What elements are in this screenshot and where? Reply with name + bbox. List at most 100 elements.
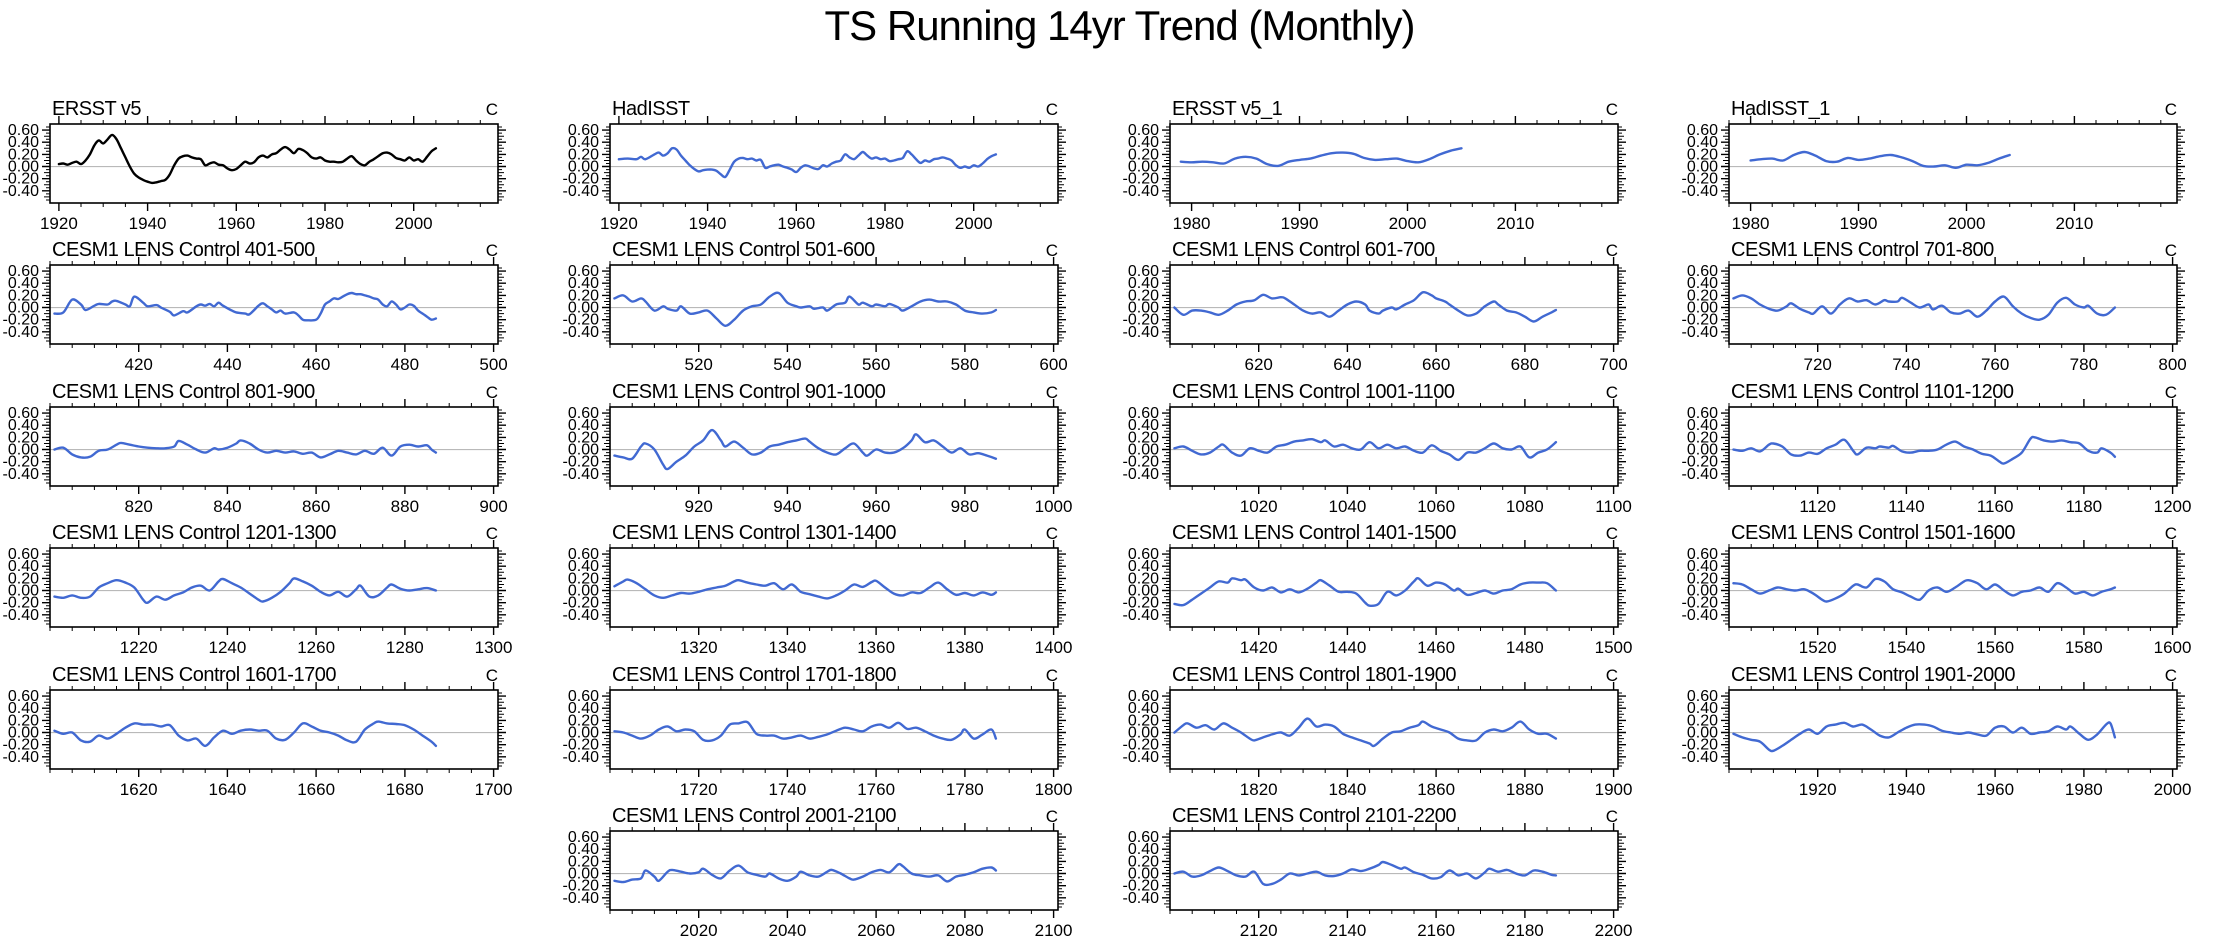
chart-canvas: CESM1 LENS Control 1901-2000 C 0.600.400.2… — [1682, 664, 2192, 799]
y-tick-label: -0.40 — [563, 324, 600, 341]
plot-frame — [49, 123, 499, 204]
x-tick-label: 2000 — [1948, 214, 1986, 233]
y-tick-label: 0.20 — [568, 146, 599, 163]
units-label: C — [1046, 100, 1058, 119]
x-tick-label: 1160 — [1977, 497, 2014, 516]
y-tick-label: -0.40 — [1123, 607, 1160, 624]
chart-canvas: CESM1 LENS Control 1801-1900 C 0.600.400.2… — [1123, 664, 1633, 799]
y-tick-label: 0.00 — [8, 583, 39, 600]
plot-frame — [609, 406, 1059, 487]
x-tick-label: 1660 — [297, 780, 335, 799]
x-tick-label: 1380 — [946, 638, 984, 657]
panel-title: CESM1 LENS Control 1701-1800 — [612, 664, 896, 686]
major-ticks — [1162, 399, 1626, 494]
units-label: C — [2165, 100, 2177, 119]
minor-ticks — [1164, 403, 1624, 490]
y-tick-label: 0.60 — [8, 688, 39, 705]
x-tick-label: 1780 — [946, 780, 984, 799]
minor-ticks — [604, 686, 1064, 773]
y-tick-label: -0.20 — [1123, 312, 1160, 329]
chart-canvas: CESM1 LENS Control 901-1000 C 0.600.400.20… — [563, 381, 1073, 516]
panel-cesm1-lens-control-1001-1100: CESM1 LENS Control 1001-1100 C 0.60 0.40 0.2… — [1120, 375, 1680, 516]
y-tick-label: 0.00 — [568, 442, 599, 459]
panel-title: CESM1 LENS Control 1001-1100 — [1172, 381, 1455, 403]
x-tick-label: 1000 — [1035, 497, 1073, 516]
major-ticks — [1721, 540, 2185, 635]
x-tick-label: 1120 — [1799, 497, 1836, 516]
x-tick-label: 2010 — [1497, 214, 1535, 233]
x-tick-label: 1840 — [1329, 780, 1367, 799]
panel-cesm1-lens-control-1501-1600: CESM1 LENS Control 1501-1600 C 0.60 0.40 0.2… — [1679, 516, 2239, 657]
plot-frame — [609, 689, 1059, 770]
y-tick-label: 0.40 — [1128, 275, 1159, 292]
trend-line — [613, 862, 998, 884]
panel-ersst-v5: ERSST v5 C 0.60 0.40 0.20 0.00 -0.20 -0.40 1920 1… — [0, 92, 560, 233]
y-tick-label: 0.60 — [1128, 405, 1159, 422]
y-tick-label: 0.20 — [1128, 146, 1159, 163]
y-tick-label: 0.20 — [1687, 570, 1718, 587]
trend-line — [1732, 577, 2117, 603]
y-tick-label: -0.20 — [563, 595, 600, 612]
y-tick-label: 0.20 — [1128, 429, 1159, 446]
y-tick-label: -0.20 — [1123, 737, 1160, 754]
y-tick-label: -0.20 — [1682, 737, 1719, 754]
panel-cesm1-lens-control-1101-1200: CESM1 LENS Control 1101-1200 C 0.60 0.40 0.2… — [1679, 375, 2239, 516]
x-tick-label: 840 — [213, 497, 241, 516]
plot-frame — [1169, 406, 1619, 487]
x-tick-label: 1620 — [120, 780, 158, 799]
minor-ticks — [1723, 120, 2183, 207]
y-tick-label: -0.20 — [3, 312, 40, 329]
y-tick-label: 0.20 — [1687, 712, 1718, 729]
x-tick-label: 1080 — [1506, 497, 1544, 516]
y-tick-label: 0.60 — [568, 405, 599, 422]
x-tick-label: 900 — [479, 497, 507, 516]
y-tick-label: 0.00 — [1687, 442, 1718, 459]
x-tick-label: 1340 — [769, 638, 807, 657]
y-tick-label: -0.20 — [563, 312, 600, 329]
major-ticks — [1162, 540, 1626, 635]
y-tick-label: 0.40 — [1687, 275, 1718, 292]
major-ticks — [1721, 682, 2185, 777]
x-tick-label: 440 — [213, 355, 241, 374]
x-tick-label: 2180 — [1506, 921, 1544, 940]
trend-line — [613, 291, 998, 327]
page-title: TS Running 14yr Trend (Monthly) — [824, 2, 1416, 49]
panel-cesm1-lens-control-1701-1800: CESM1 LENS Control 1701-1800 C 0.60 0.40 0.2… — [560, 658, 1120, 799]
x-tick-label: 1640 — [209, 780, 247, 799]
major-ticks — [1721, 116, 2185, 211]
x-tick-label: 1820 — [1240, 780, 1278, 799]
y-tick-label: 0.20 — [8, 570, 39, 587]
x-tick-label: 2040 — [769, 921, 807, 940]
x-tick-label: 980 — [951, 497, 979, 516]
x-tick-label: 2010 — [2056, 214, 2094, 233]
minor-ticks — [604, 544, 1064, 631]
y-tick-label: 0.20 — [1128, 287, 1159, 304]
minor-ticks — [1164, 686, 1624, 773]
plot-frame — [49, 406, 499, 487]
y-tick-label: 0.60 — [568, 122, 599, 139]
trend-line — [1173, 860, 1558, 887]
units-label: C — [2165, 383, 2177, 402]
units-label: C — [1046, 383, 1058, 402]
x-tick-label: 620 — [1245, 355, 1273, 374]
major-ticks — [602, 257, 1066, 352]
y-tick-label: 0.40 — [1687, 417, 1718, 434]
trend-line — [1173, 437, 1558, 462]
panel-title: CESM1 LENS Control 801-900 — [52, 381, 315, 403]
y-tick-label: 0.20 — [568, 570, 599, 587]
major-ticks — [42, 540, 506, 635]
units-label: C — [486, 100, 498, 119]
trend-line — [53, 577, 438, 605]
y-tick-label: -0.20 — [3, 595, 40, 612]
x-tick-label: 780 — [2070, 355, 2098, 374]
panel-title: CESM1 LENS Control 2001-2100 — [612, 805, 896, 827]
panel-title: CESM1 LENS Control 1401-1500 — [1172, 522, 1456, 544]
x-tick-label: 2160 — [1417, 921, 1455, 940]
x-tick-label: 1420 — [1240, 638, 1278, 657]
panel-title: HadISST — [612, 98, 690, 120]
chart-canvas: CESM1 LENS Control 1101-1200 C 0.600.400.2… — [1682, 381, 2192, 516]
x-tick-label: 1220 — [120, 638, 158, 657]
plot-frame — [609, 123, 1059, 204]
x-tick-label: 420 — [125, 355, 153, 374]
x-tick-label: 1880 — [1506, 780, 1544, 799]
